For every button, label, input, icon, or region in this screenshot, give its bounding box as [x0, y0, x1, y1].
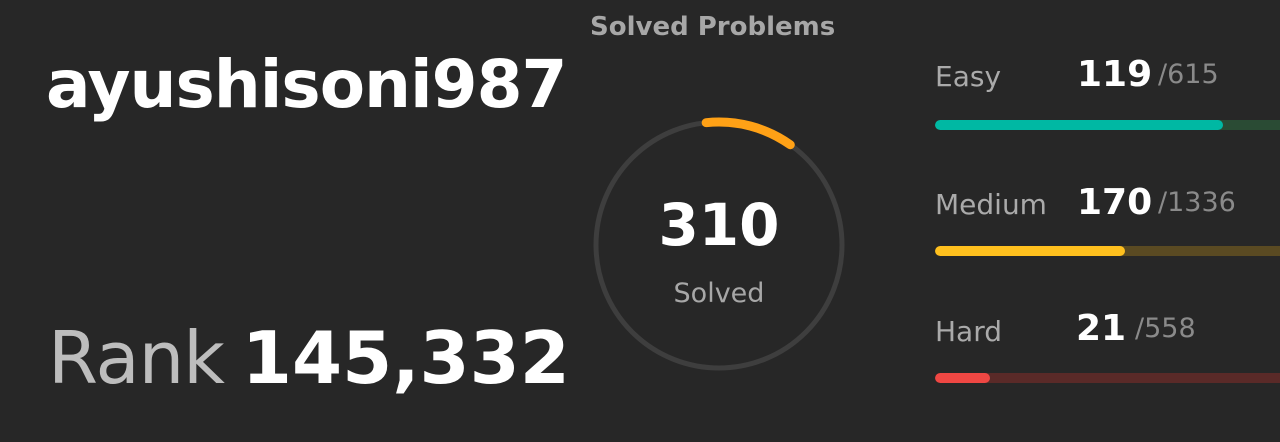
- difficulty-hard-total: /558: [1135, 313, 1196, 344]
- solved-count: 310: [658, 191, 780, 259]
- solved-problems-title: Solved Problems: [590, 12, 836, 42]
- difficulty-hard-count: 21: [1076, 308, 1127, 349]
- difficulty-medium-label: Medium: [935, 188, 1047, 221]
- difficulty-medium-bar: [935, 246, 1280, 256]
- difficulty-easy-label: Easy: [935, 60, 1002, 93]
- difficulty-easy-bar-fill: [935, 120, 1224, 130]
- difficulty-hard-bar: [935, 373, 1280, 383]
- difficulty-medium-bar-fill: [935, 246, 1125, 256]
- difficulty-hard-bar-fill: [935, 373, 991, 383]
- ring-progress: [591, 117, 847, 373]
- rank: Rank 145,332: [48, 322, 570, 394]
- difficulty-easy-count: 119: [1077, 54, 1153, 95]
- difficulty-medium-count: 170: [1077, 182, 1153, 223]
- difficulty-easy-total: /615: [1158, 59, 1219, 90]
- difficulty-easy-bar: [935, 120, 1280, 130]
- solved-label: Solved: [673, 278, 765, 309]
- rank-value: 145,332: [241, 316, 570, 400]
- difficulty-medium-total: /1336: [1158, 187, 1236, 218]
- solved-progress-ring: [591, 117, 847, 373]
- rank-label: Rank: [48, 316, 225, 400]
- profile-username: ayushisoni987: [46, 46, 567, 123]
- difficulty-hard-label: Hard: [935, 315, 1003, 348]
